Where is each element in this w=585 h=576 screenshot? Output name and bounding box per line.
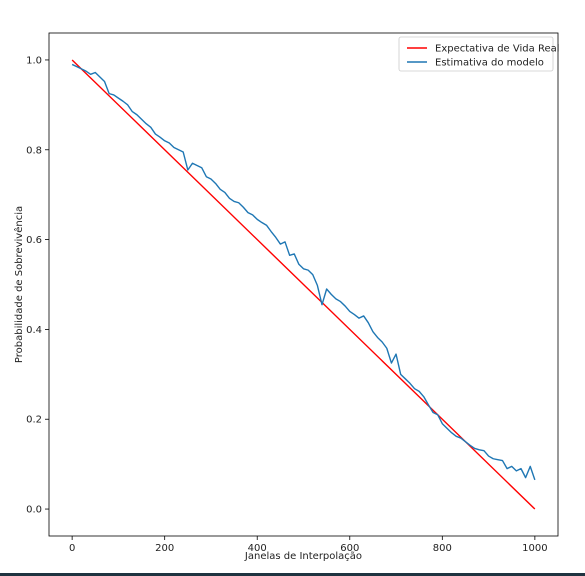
x-tick-label: 200: [155, 543, 174, 554]
y-tick-label: 0.0: [26, 505, 42, 516]
axis-ticks: 0 200 400 600 800 1000 0.0 0.2 0.4 0.6 0.8 1.0: [26, 55, 547, 554]
legend-box: [398, 36, 554, 72]
y-tick-label: 1.0: [26, 55, 42, 66]
series-line-0: [71, 59, 536, 510]
x-tick-label: 800: [433, 543, 452, 554]
y-tick-label: 0.8: [26, 145, 42, 156]
legend-entry-1: Estimativa do modelo: [435, 58, 544, 69]
plot-frame: [48, 32, 559, 537]
x-tick-label: 1000: [522, 543, 547, 554]
x-tick-label: 600: [340, 543, 359, 554]
series-line-1: [71, 63, 536, 481]
y-tick-label: 0.2: [26, 415, 42, 426]
y-tick-label: 0.6: [26, 235, 42, 246]
x-axis-label: Janelas de Interpolação: [244, 551, 362, 562]
window-bottom-bar: [0, 573, 585, 576]
y-tick-label: 0.4: [26, 325, 42, 336]
legend: Expectativa de Vida Real Estimativa do mo…: [398, 36, 560, 72]
plot-area: [71, 59, 536, 510]
y-axis-label: Probabilidade de Sobrevivência: [13, 206, 25, 363]
x-tick-label: 0: [69, 543, 75, 554]
x-tick-label: 400: [248, 543, 267, 554]
legend-entry-0: Expectativa de Vida Real: [435, 44, 560, 55]
